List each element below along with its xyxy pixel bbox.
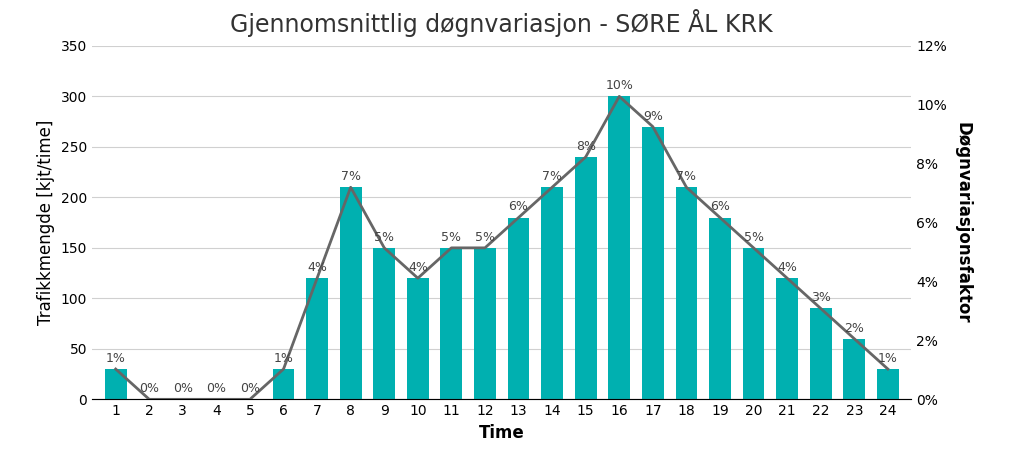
Bar (340, 187, 361, 399)
Text: 4%: 4% (777, 261, 797, 274)
Text: 6%: 6% (710, 201, 730, 213)
Bar (306, 278, 328, 399)
Text: 7%: 7% (677, 170, 696, 183)
Bar (776, 278, 798, 399)
Text: 2%: 2% (845, 322, 864, 335)
Text: 6%: 6% (509, 201, 528, 213)
Bar (374, 248, 395, 399)
Bar (844, 339, 865, 399)
Text: 0%: 0% (240, 382, 260, 395)
Text: 5%: 5% (374, 231, 394, 244)
Bar (104, 369, 127, 399)
Text: 1%: 1% (273, 352, 294, 365)
Text: 4%: 4% (408, 261, 428, 274)
Text: 1%: 1% (878, 352, 898, 365)
Text: 0%: 0% (173, 382, 193, 395)
Text: 4%: 4% (307, 261, 327, 274)
Bar (676, 187, 697, 399)
Text: 3%: 3% (811, 291, 830, 304)
Bar (574, 157, 597, 399)
Text: 5%: 5% (441, 231, 462, 244)
Text: 9%: 9% (643, 110, 663, 123)
Y-axis label: Døgnvariasjonsfaktor: Døgnvariasjonsfaktor (954, 122, 972, 324)
Bar (810, 308, 831, 399)
Bar (608, 96, 630, 399)
Bar (877, 369, 899, 399)
Bar (407, 278, 429, 399)
X-axis label: Time: Time (479, 424, 524, 442)
Bar (542, 187, 563, 399)
Text: 0%: 0% (207, 382, 226, 395)
Bar (272, 369, 295, 399)
Bar (642, 127, 664, 399)
Text: 5%: 5% (475, 231, 495, 244)
Text: 0%: 0% (139, 382, 160, 395)
Bar (474, 248, 496, 399)
Title: Gjennomsnittlig døgnvariasjon - SØRE ÅL KRK: Gjennomsnittlig døgnvariasjon - SØRE ÅL … (230, 9, 773, 37)
Text: 8%: 8% (575, 140, 596, 153)
Bar (742, 248, 765, 399)
Text: 5%: 5% (743, 231, 764, 244)
Y-axis label: Trafikkmengde [kjt/time]: Trafikkmengde [kjt/time] (37, 120, 55, 325)
Text: 10%: 10% (605, 79, 633, 92)
Bar (508, 218, 529, 399)
Bar (440, 248, 462, 399)
Bar (709, 218, 731, 399)
Text: 7%: 7% (341, 170, 360, 183)
Text: 7%: 7% (542, 170, 562, 183)
Text: 1%: 1% (105, 352, 126, 365)
